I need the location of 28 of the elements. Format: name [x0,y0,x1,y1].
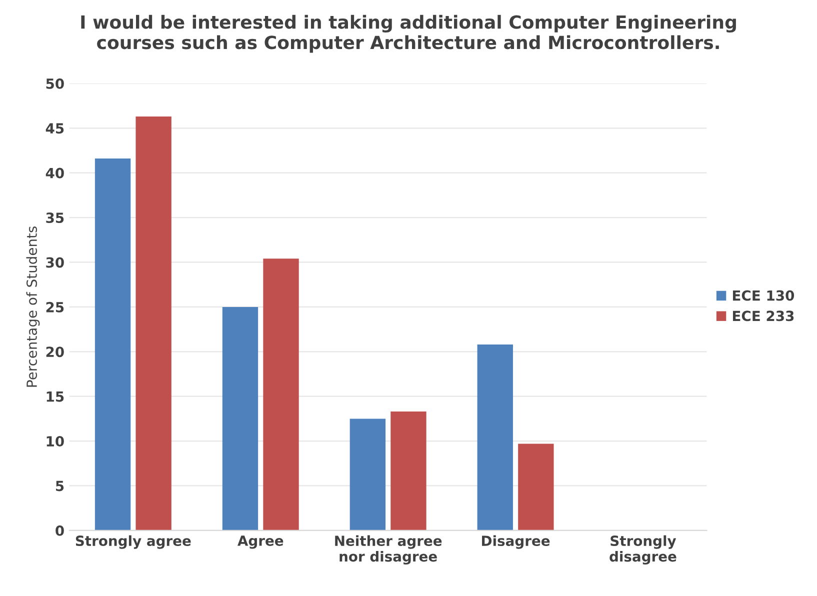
y-axis-title: Percentage of Students [26,226,40,387]
bar [477,344,513,530]
x-tick-label: Strongly disagree [610,535,676,565]
x-tick-label: Agree [238,536,284,549]
bar [350,418,386,530]
y-tick-label: 20 [46,346,64,358]
y-tick-label: 30 [46,257,64,268]
y-tick-label: 10 [46,436,64,447]
y-tick-label: 35 [46,212,64,224]
bar [222,306,258,530]
bar [518,444,554,530]
legend-label: ECE 233 [732,310,794,322]
bar [136,116,172,530]
y-tick-label: 5 [56,480,64,492]
bar [263,258,299,530]
chart-title: I would be interested in taking additional Computer Engineering courses such as Computer Architecture and Microcontrollers. [81,14,736,53]
y-tick-label: 50 [46,78,64,89]
y-tick-label: 40 [46,168,64,178]
x-tick-label: Strongly agree [76,535,191,549]
legend-label: ECE 130 [732,290,794,301]
y-tick-label: 45 [46,123,64,134]
y-tick-label: 0 [56,525,64,536]
bar [94,158,131,530]
x-tick-label: Neither agree nor disagree [335,535,442,565]
y-tick-label: 25 [46,302,64,312]
y-tick-label: 15 [46,391,64,402]
bar [390,412,426,530]
x-tick-label: Disagree [482,535,550,549]
